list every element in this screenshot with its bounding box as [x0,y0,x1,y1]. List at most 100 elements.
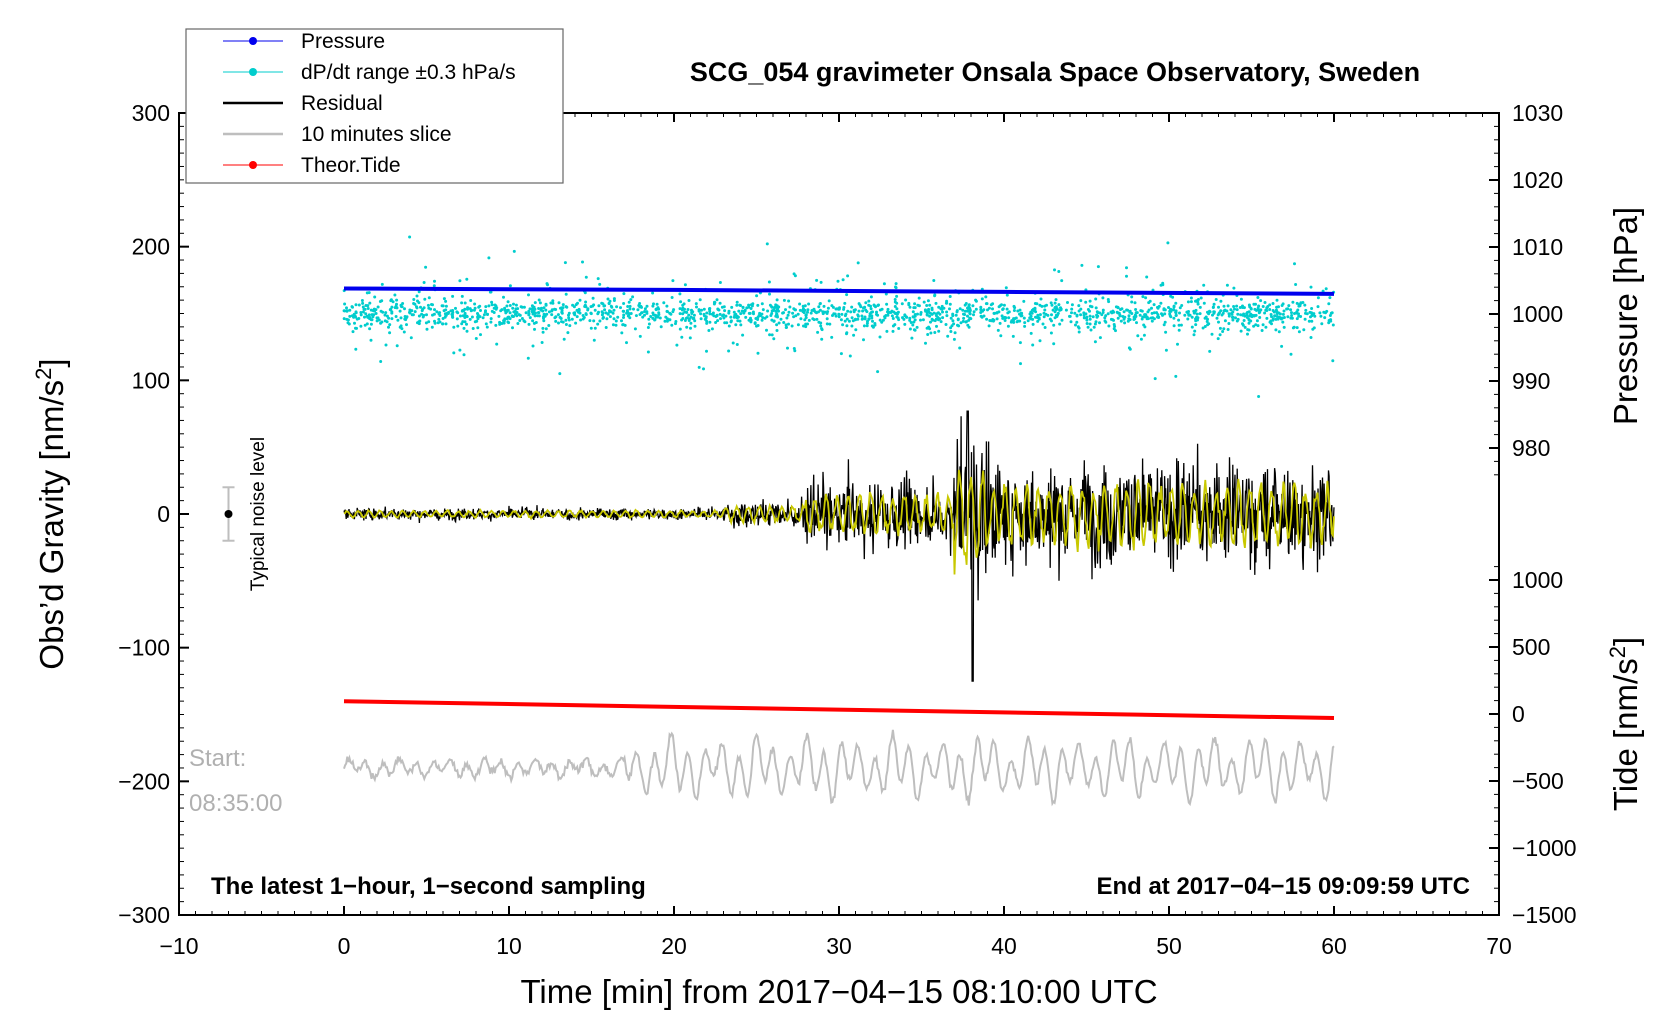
dpdt-point [604,326,608,329]
dpdt-point [646,350,650,354]
dpdt-point [885,302,889,306]
dpdt-point [1282,309,1286,313]
dpdt-point [645,304,649,308]
dpdt-point [798,308,802,312]
dpdt-point [625,341,628,345]
dpdt-point [1038,313,1042,317]
dpdt-point [817,320,821,324]
dpdt-point [365,314,369,318]
dpdt-point [760,302,764,306]
dpdt-point [690,310,694,314]
dpdt-point [786,346,789,350]
dpdt-point [770,305,774,309]
dpdt-point [863,305,867,309]
dpdt-point [964,320,968,324]
dpdt-point [495,342,499,346]
dpdt-point [903,322,907,326]
dpdt-point [689,321,693,325]
dpdt-point [1312,312,1316,316]
dpdt-point [1051,308,1055,312]
dpdt-point [1112,310,1116,314]
dpdt-point [1049,331,1053,335]
dpdt-point [998,321,1002,325]
dpdt-point [647,317,651,321]
dpdt-point [1279,317,1283,321]
dpdt-point [870,316,874,320]
dpdt-point [387,316,391,320]
dpdt-point [741,333,745,337]
dpdt-point [547,310,551,314]
dpdt-point [611,323,615,327]
dpdt-point [542,316,545,320]
x-tick-label: 60 [1321,933,1347,959]
dpdt-point [793,308,797,312]
dpdt-point [485,325,489,329]
dpdt-point [1276,317,1280,321]
dpdt-point [1243,325,1247,329]
dpdt-point [1235,308,1239,312]
dpdt-point [845,293,849,297]
dpdt-point [1056,311,1060,315]
dpdt-point [693,324,697,328]
dpdt-point [451,294,455,298]
dpdt-point [1098,336,1102,340]
dpdt-point [1093,340,1097,344]
dpdt-point [804,325,808,329]
dpdt-point [1320,322,1324,326]
dpdt-point [433,321,437,325]
dpdt-point [817,305,821,309]
dpdt-point [1068,314,1072,318]
dpdt-point [1009,320,1013,324]
dpdt-point [940,304,944,308]
pressure-series [343,286,1335,296]
dpdt-point [671,279,675,283]
dpdt-point [963,309,967,313]
dpdt-point [1330,311,1334,315]
dpdt-point [562,337,566,341]
dpdt-point [598,282,602,286]
dpdt-point [969,317,973,321]
dpdt-point [717,308,721,312]
dpdt-point [847,319,851,323]
dpdt-point [1201,326,1205,330]
dpdt-point [1035,302,1039,306]
dpdt-point [1268,308,1272,311]
dpdt-point [442,309,446,313]
dpdt-point [839,352,843,356]
dpdt-point [1116,311,1120,315]
legend: Pressure dP/dt range ±0.3 hPa/s Residual 10… [185,28,564,184]
dpdt-point [682,302,686,306]
dpdt-point [1178,311,1181,315]
dpdt-point [1161,283,1165,287]
dpdt-point [929,320,932,324]
dpdt-point [723,321,727,325]
dpdt-point [597,304,601,308]
dpdt-point [718,312,722,316]
dpdt-point [342,309,346,313]
legend-box [185,28,564,184]
dpdt-point [1250,315,1254,319]
dpdt-point [937,329,941,333]
dpdt-point [612,308,616,312]
dpdt-point [1254,308,1258,312]
dpdt-point [415,305,418,309]
dpdt-point [714,321,718,324]
dpdt-point [830,335,834,339]
dpdt-point [856,313,860,317]
dpdt-point [368,317,372,321]
dpdt-point [912,328,916,332]
dpdt-point [962,316,966,320]
dpdt-point [470,315,474,319]
dpdt-point [388,308,392,312]
dpdt-point [608,315,612,319]
dpdt-point [1022,316,1026,320]
dpdt-point [567,318,571,322]
legend-label: 10 minutes slice [301,123,452,146]
dpdt-point [402,330,406,334]
dpdt-point [1297,330,1301,334]
dpdt-point [542,312,546,316]
dpdt-point [656,315,660,319]
dpdt-point [570,317,574,321]
dpdt-point [1290,316,1294,320]
dpdt-point [1194,323,1198,327]
